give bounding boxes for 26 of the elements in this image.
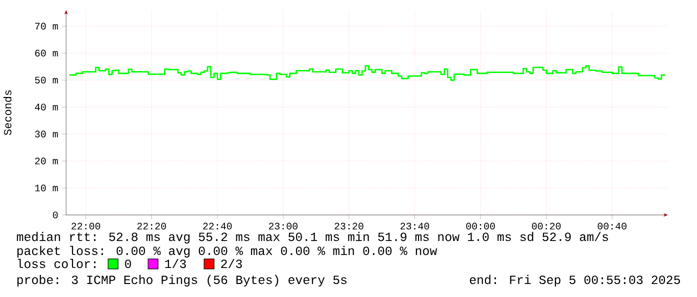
x-tick-label: 00:20 bbox=[532, 222, 561, 230]
x-tick-label: 23:00 bbox=[268, 222, 298, 230]
x-tick-label: 00:40 bbox=[598, 222, 626, 230]
text: probe: 3 ICMP Echo Pings (56 Bytes) every 5s bbox=[17, 274, 346, 287]
x-tick-label: 22:40 bbox=[203, 222, 232, 230]
y-tick-label: 70 m bbox=[35, 22, 58, 30]
y-tick-label: 30 m bbox=[35, 130, 58, 138]
x-tick-label: 00:00 bbox=[466, 222, 495, 230]
y-tick-label: 60 m bbox=[35, 50, 58, 57]
legend-title: loss color: bbox=[18, 258, 96, 268]
y-tick-label: 40 m bbox=[34, 104, 58, 110]
text: end: Fri Sep 5 00:55:03 2025 bbox=[470, 274, 680, 287]
y-tick-label: 10 m bbox=[35, 184, 58, 192]
x-tick-label: 22:00 bbox=[72, 222, 100, 230]
y-tick-label: 50 m bbox=[35, 76, 58, 84]
x-tick-label: 22:20 bbox=[137, 222, 166, 230]
legend-label: 0 bbox=[125, 260, 131, 268]
x-tick-label: 23:40 bbox=[400, 222, 430, 230]
y-axis-title: Seconds bbox=[3, 90, 12, 136]
x-tick-label: 23:20 bbox=[334, 222, 364, 230]
y-tick-label: 20 m bbox=[35, 158, 58, 164]
text: median rtt: 52.8 ms avg 55.2 ms max 50.1 ms min 51.9 ms now 1.0 ms sd 52.9 am/s bbox=[16, 232, 608, 244]
text: packet loss: 0.00 % avg 0.00 % max 0.00 % min 0.00 % now bbox=[17, 246, 438, 258]
legend-label: 1/3 bbox=[165, 258, 186, 268]
legend-label: 2/3 bbox=[221, 258, 242, 268]
y-tick-label: 0 bbox=[52, 212, 58, 218]
